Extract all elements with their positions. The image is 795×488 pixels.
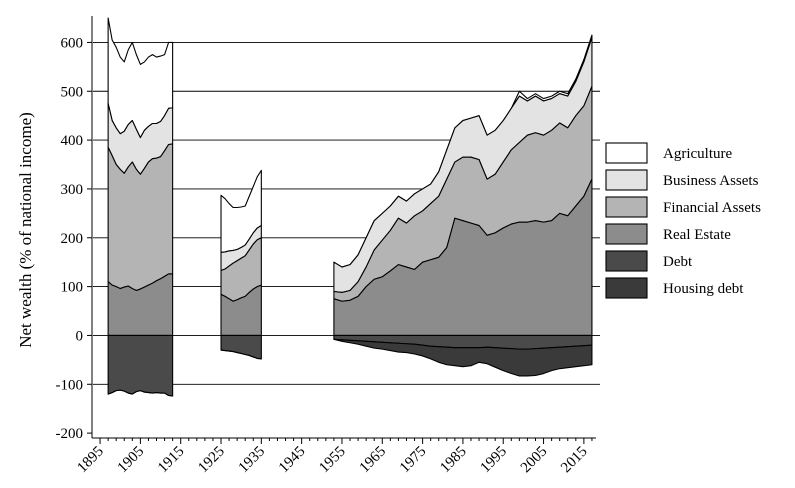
legend-swatch-financial-assets (605, 196, 648, 218)
x-tick-label: 1935 (236, 444, 269, 477)
housing-debt-area-2 (333, 338, 593, 377)
y-tick-label: -100 (56, 377, 84, 393)
x-tick-label: 1995 (478, 444, 511, 477)
legend-swatch-debt (605, 250, 648, 272)
x-tick-label: 1905 (115, 444, 148, 477)
legend-label-business-assets: Business Assets (663, 173, 759, 189)
y-tick-label: 600 (61, 35, 84, 51)
legend-swatch-agriculture (605, 142, 648, 164)
legend-label-financial-assets: Financial Assets (663, 200, 761, 216)
housing-debt-area-0 (107, 389, 174, 397)
x-tick-label: 1925 (195, 444, 228, 477)
y-tick-label: 200 (61, 231, 84, 247)
legend-label-agriculture: Agriculture (663, 146, 732, 162)
y-tick-label: 0 (76, 328, 84, 344)
y-tick-label: -200 (56, 426, 84, 442)
y-axis-title: Net wealth (% of national income) (16, 112, 35, 348)
area-series (107, 17, 593, 397)
x-tick-label: 1915 (155, 444, 188, 477)
legend-label-housing-debt: Housing debt (663, 281, 744, 297)
y-tick-label: 400 (61, 133, 84, 149)
debt-area-0 (107, 334, 174, 397)
debt-area-1 (220, 334, 262, 360)
x-tick-label: 1975 (397, 444, 430, 477)
x-tick-label: 1895 (74, 444, 107, 477)
x-tick-label: 1955 (316, 444, 349, 477)
x-tick-label: 2005 (518, 444, 551, 477)
legend-swatch-real-estate (605, 223, 648, 245)
y-tick-label: 100 (61, 280, 84, 296)
legend-swatch-business-assets (605, 169, 648, 191)
legend-label-real-estate: Real Estate (663, 227, 731, 243)
x-tick-label: 2015 (558, 444, 591, 477)
legend-swatch-housing-debt (605, 277, 648, 299)
x-tick-label: 1985 (437, 444, 470, 477)
y-tick-label: 500 (61, 84, 84, 100)
y-tick-label: 300 (61, 182, 84, 198)
housing-debt-area-1 (220, 349, 262, 360)
legend: Agriculture Business Assets Financial Asse… (605, 142, 761, 299)
legend-label-debt: Debt (663, 254, 693, 270)
x-tick-label: 1965 (357, 444, 390, 477)
x-tick-label: 1945 (276, 444, 309, 477)
